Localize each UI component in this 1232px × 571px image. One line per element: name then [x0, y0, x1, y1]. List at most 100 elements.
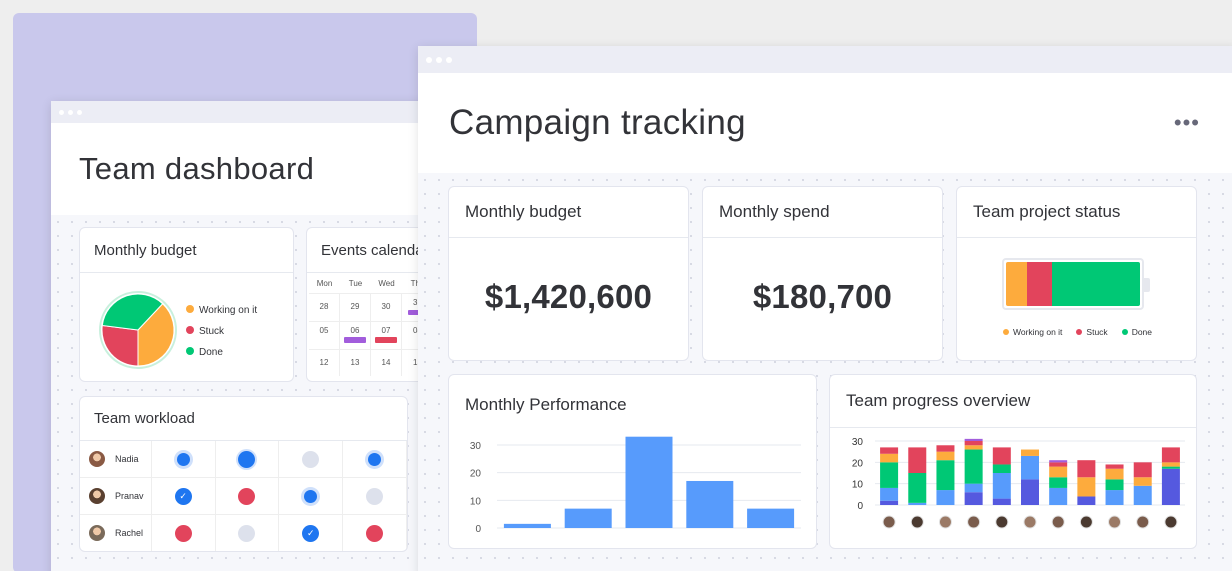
workload-cell[interactable] — [152, 441, 216, 477]
stacked-bar-segment[interactable] — [1049, 466, 1068, 478]
more-dots-icon[interactable]: ••• — [1173, 110, 1200, 135]
stacked-bar-segment[interactable] — [908, 502, 927, 505]
stacked-bar-segment[interactable] — [964, 492, 983, 505]
legend-item-done: Done — [1121, 327, 1152, 337]
stacked-bar-segment[interactable] — [1049, 460, 1068, 463]
avatar[interactable] — [1023, 515, 1037, 529]
workload-cell[interactable] — [216, 515, 280, 551]
monthly-performance-card[interactable]: Monthly Performance 0 10 20 30 — [448, 374, 817, 549]
calendar-day[interactable]: 07 — [371, 322, 402, 349]
workload-cell[interactable]: ✓ — [152, 478, 216, 514]
workload-cell[interactable] — [343, 478, 407, 514]
stacked-bar-segment[interactable] — [936, 490, 955, 505]
calendar-day[interactable]: 12 — [309, 350, 340, 376]
team-progress-overview-card[interactable]: Team progress overview 0 10 20 30 — [829, 374, 1197, 549]
team-project-status-card[interactable]: Team project status Working on it Stuck … — [956, 186, 1197, 361]
stacked-bar-segment[interactable] — [908, 447, 927, 473]
stacked-bar-segment[interactable] — [1077, 496, 1096, 505]
stacked-bar-segment[interactable] — [880, 453, 899, 463]
bar[interactable] — [503, 523, 551, 528]
stacked-bar-segment[interactable] — [1105, 468, 1124, 480]
avatar[interactable] — [882, 515, 896, 529]
avatar[interactable] — [910, 515, 924, 529]
avatar[interactable] — [995, 515, 1009, 529]
stacked-bar-segment[interactable] — [908, 473, 927, 503]
stacked-bar-segment[interactable] — [992, 447, 1011, 465]
calendar-day[interactable]: 05 — [309, 322, 340, 349]
avatar[interactable] — [1051, 515, 1065, 529]
stacked-bar-segment[interactable] — [1133, 462, 1152, 478]
stacked-bar-segment[interactable] — [964, 441, 983, 446]
stacked-bar-segment[interactable] — [936, 451, 955, 461]
stacked-bar-segment[interactable] — [964, 445, 983, 450]
stacked-bar-segment[interactable] — [1161, 468, 1180, 505]
workload-cell[interactable] — [216, 478, 280, 514]
avatar — [89, 525, 105, 541]
stacked-bar-segment[interactable] — [992, 464, 1011, 473]
bar[interactable] — [747, 508, 795, 528]
calendar-day[interactable]: 31 — [402, 294, 426, 321]
avatar[interactable] — [1108, 515, 1122, 529]
stacked-bar-segment[interactable] — [880, 447, 899, 454]
stacked-bar-segment[interactable] — [1133, 477, 1152, 486]
workload-cell[interactable] — [279, 441, 344, 477]
y-tick-label: 20 — [852, 458, 864, 469]
stacked-bar-segment[interactable] — [1077, 460, 1096, 478]
stacked-bar-segment[interactable] — [1049, 462, 1068, 467]
stacked-bar-segment[interactable] — [1049, 487, 1068, 505]
bar[interactable] — [564, 508, 612, 528]
avatar[interactable] — [1164, 515, 1178, 529]
stacked-bar-segment[interactable] — [992, 498, 1011, 505]
budget-legend: Working on it Stuck Done — [186, 300, 257, 363]
events-calendar-card[interactable]: Events calendar Mon Tue Wed Thu 28 29 30… — [306, 227, 426, 382]
stacked-bar-segment[interactable] — [936, 445, 955, 452]
avatar[interactable] — [938, 515, 952, 529]
stacked-bar-segment[interactable] — [1105, 479, 1124, 491]
stacked-bar-segment[interactable] — [880, 500, 899, 505]
event-bar[interactable] — [375, 337, 397, 343]
bar[interactable] — [686, 480, 734, 528]
calendar-day[interactable]: 06 — [340, 322, 371, 349]
stacked-bar-segment[interactable] — [1021, 455, 1039, 480]
workload-cell[interactable] — [343, 441, 407, 477]
monthly-budget-card[interactable]: Monthly budget Working on it Stuck Done — [79, 227, 294, 382]
stacked-bar-segment[interactable] — [1133, 485, 1152, 505]
avatar[interactable] — [1136, 515, 1150, 529]
calendar-day[interactable]: 30 — [371, 294, 402, 321]
stacked-bar-segment[interactable] — [1161, 447, 1180, 463]
stacked-bar-segment[interactable] — [880, 462, 899, 488]
stacked-bar-segment[interactable] — [936, 460, 955, 491]
calendar-day[interactable]: 28 — [309, 294, 340, 321]
workload-cell[interactable] — [343, 515, 407, 551]
event-bar[interactable] — [408, 310, 426, 315]
monthly-budget-card[interactable]: Monthly budget $1,420,600 — [448, 186, 689, 361]
calendar-day[interactable]: 13 — [340, 350, 371, 376]
stacked-bar-segment[interactable] — [964, 438, 983, 441]
bar[interactable] — [625, 436, 673, 528]
calendar-day[interactable]: 08 — [402, 322, 426, 349]
workload-cell[interactable] — [216, 441, 280, 477]
stacked-bar-segment[interactable] — [1049, 477, 1068, 488]
stacked-bar-segment[interactable] — [1105, 464, 1124, 469]
monthly-spend-card[interactable]: Monthly spend $180,700 — [702, 186, 943, 361]
calendar-day[interactable]: 14 — [371, 350, 402, 376]
avatar[interactable] — [1079, 515, 1093, 529]
workload-cell[interactable] — [279, 478, 344, 514]
workload-cell[interactable] — [152, 515, 216, 551]
stacked-bar-segment[interactable] — [1021, 479, 1039, 505]
stacked-bar-segment[interactable] — [1077, 477, 1096, 497]
avatar[interactable] — [967, 515, 981, 529]
workload-cell[interactable]: ✓ — [279, 515, 344, 551]
stacked-bar-segment[interactable] — [1105, 490, 1124, 505]
stacked-bar-segment[interactable] — [1161, 466, 1180, 469]
stacked-bar-segment[interactable] — [1161, 462, 1180, 467]
stacked-bar-segment[interactable] — [880, 487, 899, 501]
calendar-day[interactable]: 15 — [402, 350, 426, 376]
stacked-bar-segment[interactable] — [992, 473, 1011, 499]
calendar-day[interactable]: 29 — [340, 294, 371, 321]
event-bar[interactable] — [344, 337, 366, 343]
stacked-bar-segment[interactable] — [1021, 449, 1039, 456]
stacked-bar-segment[interactable] — [964, 483, 983, 493]
team-workload-card[interactable]: Team workload Nadia Pranav ✓ Rachel ✓ — [79, 396, 408, 552]
stacked-bar-segment[interactable] — [964, 449, 983, 484]
